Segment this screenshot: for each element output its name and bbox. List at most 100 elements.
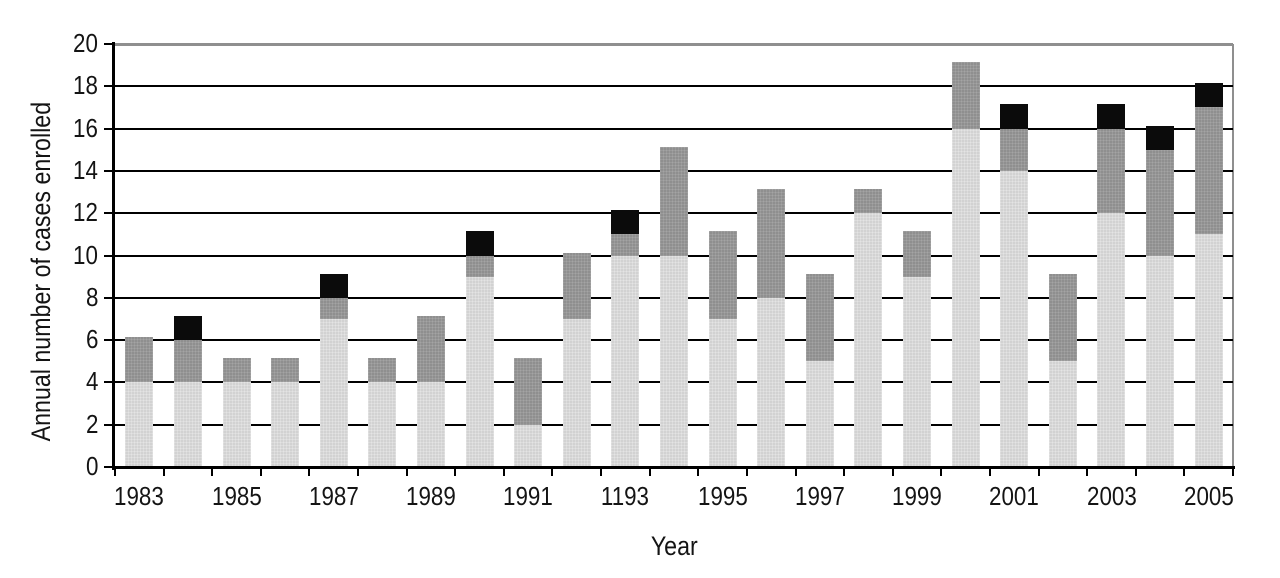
plot-area <box>115 43 1234 467</box>
y-tick-10 <box>104 254 113 257</box>
x-tick-label-1997: 1997 <box>775 483 865 510</box>
x-tick-label-text-1983: 1983 <box>114 481 165 511</box>
bar-1986-dark-gray-segment <box>271 358 300 383</box>
bar-1998-light-gray-segment <box>854 213 883 467</box>
y-tick-2 <box>104 423 113 426</box>
x-tick-label-text-1987: 1987 <box>308 481 359 511</box>
x-tick-8 <box>502 469 505 476</box>
bar-2000-dark-gray-segment <box>951 62 980 129</box>
bar-1989-dark-gray-segment <box>416 315 445 383</box>
plot-border-right <box>1232 44 1234 467</box>
y-tick-label-20: 20 <box>36 30 98 57</box>
bar-2004-light-gray-segment <box>1146 255 1175 467</box>
y-tick-label-text-4: 4 <box>85 366 98 397</box>
y-tick-0 <box>104 466 113 468</box>
y-tick-label-8: 8 <box>36 281 98 312</box>
y-axis-line <box>112 42 115 470</box>
x-tick-label-text-1997: 1997 <box>794 481 845 511</box>
x-axis-line <box>112 466 1235 469</box>
x-tick-17 <box>940 469 943 476</box>
y-tick-label-14: 14 <box>36 156 98 184</box>
gridline-18 <box>115 85 1233 88</box>
bar-1991-light-gray-segment <box>514 424 543 467</box>
y-tick-label-4: 4 <box>36 368 98 395</box>
y-tick-label-text-0: 0 <box>85 451 98 481</box>
bar-1995-dark-gray-segment <box>708 231 737 319</box>
x-tick-label-2001: 2001 <box>969 483 1059 510</box>
bar-1985-dark-gray-segment <box>222 358 251 383</box>
x-tick-0 <box>114 469 116 476</box>
x-tick-18 <box>988 469 991 476</box>
y-tick-label-text-8: 8 <box>85 281 98 312</box>
y-tick-14 <box>104 169 113 172</box>
x-tick-label-text-1989: 1989 <box>406 481 456 511</box>
x-tick-label-text-2005: 2005 <box>1183 481 1234 511</box>
y-tick-6 <box>104 339 113 342</box>
x-tick-21 <box>1134 469 1137 476</box>
bar-1988-light-gray-segment <box>368 382 397 467</box>
bar-1992-light-gray-segment <box>562 318 591 467</box>
y-tick-label-6: 6 <box>36 326 98 353</box>
y-tick-label-18: 18 <box>36 72 98 99</box>
bar-2002-dark-gray-segment <box>1048 273 1077 362</box>
y-tick-18 <box>104 85 113 88</box>
x-tick-4 <box>308 469 311 476</box>
bar-1994-light-gray-segment <box>660 255 688 467</box>
x-tick-label-text-1985: 1985 <box>211 481 262 511</box>
bar-1987-dark-gray-segment <box>319 297 348 319</box>
bar-1984-dark-gray-segment <box>173 340 202 383</box>
bar-1996-light-gray-segment <box>757 297 786 467</box>
y-tick-label-text-20: 20 <box>73 28 98 58</box>
x-tick-label-text-1193: 1193 <box>601 481 650 511</box>
y-tick-label-text-10: 10 <box>73 239 98 270</box>
x-tick-22 <box>1183 469 1186 476</box>
x-tick-label-1995: 1995 <box>678 483 768 510</box>
bar-1989-light-gray-segment <box>416 382 445 467</box>
bar-1991-dark-gray-segment <box>514 358 543 425</box>
y-tick-label-10: 10 <box>36 239 98 270</box>
bar-1990-light-gray-segment <box>465 276 494 467</box>
x-tick-2 <box>211 469 214 476</box>
bar-1988-dark-gray-segment <box>368 358 397 383</box>
bar-1996-dark-gray-segment <box>757 189 786 298</box>
bar-1987-light-gray-segment <box>319 318 348 467</box>
x-tick-label-1983: 1983 <box>94 483 184 510</box>
x-tick-11 <box>648 469 651 476</box>
bar-1999-light-gray-segment <box>903 276 932 467</box>
y-tick-label-text-6: 6 <box>85 324 98 355</box>
bar-1990-dark-gray-segment <box>465 255 494 277</box>
y-tick-label-text-18: 18 <box>73 70 98 101</box>
y-tick-4 <box>104 381 113 384</box>
bar-1994-dark-gray-segment <box>660 146 688 256</box>
bar-1984-light-gray-segment <box>173 382 202 467</box>
y-tick-8 <box>104 296 113 299</box>
x-axis-title: Year <box>115 532 1233 560</box>
bar-1990-black-segment <box>465 231 494 256</box>
y-tick-label-text-16: 16 <box>73 112 98 143</box>
bar-1983-light-gray-segment <box>125 382 154 467</box>
bar-1999-dark-gray-segment <box>903 231 932 277</box>
x-tick-6 <box>405 469 408 476</box>
x-tick-label-1193: 1193 <box>580 483 670 510</box>
bar-2004-dark-gray-segment <box>1146 149 1175 256</box>
bar-1993-dark-gray-segment <box>611 234 640 256</box>
bar-2003-dark-gray-segment <box>1097 128 1126 214</box>
x-tick-13 <box>745 469 748 476</box>
y-tick-label-text-2: 2 <box>85 408 98 439</box>
bar-1997-light-gray-segment <box>805 361 834 467</box>
bar-1993-light-gray-segment <box>611 255 640 467</box>
x-tick-label-1987: 1987 <box>289 483 379 510</box>
bar-2003-black-segment <box>1097 104 1126 129</box>
bar-2000-light-gray-segment <box>951 128 980 467</box>
x-tick-20 <box>1086 469 1089 476</box>
x-tick-1 <box>162 469 165 476</box>
bar-1985-light-gray-segment <box>222 382 251 467</box>
x-tick-12 <box>697 469 700 476</box>
y-tick-label-12: 12 <box>36 199 98 226</box>
bar-1984-black-segment <box>173 315 202 341</box>
y-tick-20 <box>104 43 113 45</box>
x-tick-label-2003: 2003 <box>1066 483 1156 510</box>
y-tick-label-2: 2 <box>36 408 98 439</box>
bar-1995-light-gray-segment <box>708 318 737 467</box>
